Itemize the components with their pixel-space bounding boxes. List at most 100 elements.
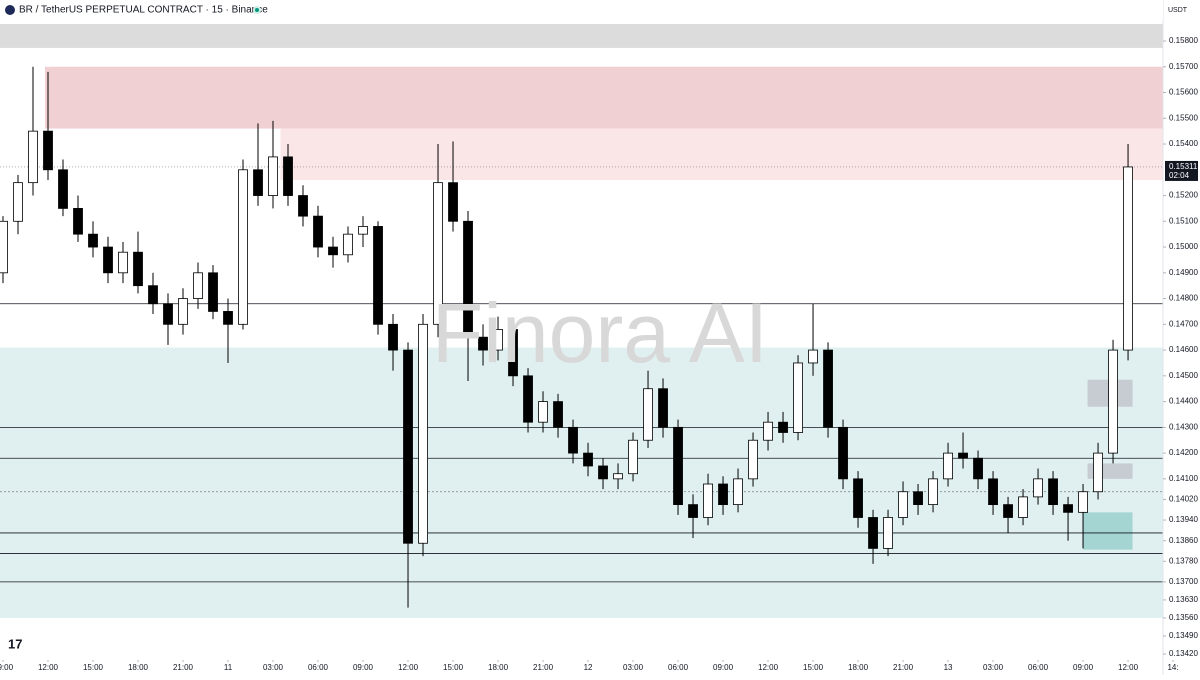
y-tick-label: 0.15500 [1169, 113, 1198, 122]
x-tick-label: 03:00 [983, 663, 1004, 672]
candle-body [1003, 504, 1013, 518]
x-tick-label: 14: [1167, 663, 1178, 672]
x-tick-label: 15:00 [83, 663, 104, 672]
candle-body [373, 226, 383, 325]
x-tick-label: 15:00 [803, 663, 824, 672]
zone [0, 24, 1163, 48]
candle-body [1123, 166, 1133, 351]
y-tick-label: 0.13780 [1169, 556, 1198, 565]
zone [1083, 512, 1133, 550]
candle-body [658, 388, 668, 428]
candle-body [568, 426, 578, 454]
candle-body [163, 303, 173, 325]
candle-body [778, 421, 788, 433]
candle-body [313, 215, 323, 248]
candle-body [943, 452, 953, 480]
currency: USDT [1168, 7, 1188, 14]
price-axis [1163, 0, 1200, 675]
x-tick-label: 12 [584, 663, 593, 672]
candle-body [88, 233, 98, 248]
current-price-tag [1165, 160, 1198, 181]
y-tick-label: 0.15400 [1169, 139, 1198, 148]
y-tick-label: 0.15600 [1169, 88, 1198, 97]
x-tick-label: 03:00 [263, 663, 284, 672]
candle-body [598, 465, 608, 480]
candle-body [838, 426, 848, 480]
header-bar [0, 0, 1163, 20]
candle-body [13, 182, 23, 222]
candle-body [1018, 496, 1028, 518]
candle-body [133, 251, 143, 287]
candle-body [988, 478, 998, 506]
candle-body [193, 272, 203, 299]
x-tick-label: 09:00 [353, 663, 374, 672]
zone [280, 128, 1163, 181]
watermark: Finora AI [432, 286, 768, 380]
symbol-title: BR / TetherUS PERPETUAL CONTRACT · 15 · … [19, 5, 268, 16]
symbol-icon [5, 5, 15, 15]
y-tick-label: 0.15700 [1169, 62, 1198, 71]
candle-body [868, 517, 878, 549]
candle-body [388, 323, 398, 351]
candle-body [523, 375, 533, 423]
candle-body [673, 426, 683, 506]
y-tick-label: 0.14800 [1169, 294, 1198, 303]
candle-body [268, 156, 278, 196]
x-tick-label: 09:00 [713, 663, 734, 672]
y-tick-label: 0.15000 [1169, 242, 1198, 251]
candle-body [0, 220, 8, 274]
y-tick-label: 0.14900 [1169, 268, 1198, 277]
x-tick-label: 21:00 [173, 663, 194, 672]
candle-body [628, 439, 638, 475]
y-tick-label: 0.13940 [1169, 515, 1198, 524]
candle-body [328, 246, 338, 256]
candle-body [283, 156, 293, 196]
y-tick-label: 0.15200 [1169, 191, 1198, 200]
y-tick-label: 0.14600 [1169, 345, 1198, 354]
candle-body [493, 329, 503, 351]
candle-body [1063, 504, 1073, 513]
candle-body [28, 130, 38, 184]
candle-body [1078, 491, 1088, 513]
x-tick-label: 12:00 [398, 663, 419, 672]
x-tick-label: 03:00 [623, 663, 644, 672]
x-tick-label: 06:00 [1028, 663, 1049, 672]
x-tick-label: 12:00 [758, 663, 779, 672]
x-tick-label: 15:00 [443, 663, 464, 672]
x-tick-label: 21:00 [893, 663, 914, 672]
y-tick-label: 0.13700 [1169, 577, 1198, 586]
y-tick-label: 0.13420 [1169, 649, 1198, 658]
y-tick-label: 0.14500 [1169, 371, 1198, 380]
y-tick-label: 0.14200 [1169, 448, 1198, 457]
x-tick-label: 13 [944, 663, 953, 672]
y-tick-label: 0.14700 [1169, 319, 1198, 328]
y-tick-label: 0.13490 [1169, 631, 1198, 640]
candle-body [898, 491, 908, 518]
candle-body [433, 182, 443, 325]
y-tick-label: 0.13630 [1169, 595, 1198, 604]
candle-body [1033, 478, 1043, 498]
candle-body [58, 169, 68, 209]
candle-body [253, 169, 263, 196]
candle-body [478, 336, 488, 351]
candle-body [1093, 452, 1103, 493]
candle-body [973, 457, 983, 480]
x-tick-label: 12:00 [38, 663, 59, 672]
candle-body [358, 226, 368, 235]
candle-body [463, 220, 473, 338]
candle-body [613, 473, 623, 480]
y-tick-label: 0.13860 [1169, 536, 1198, 545]
candle-body [928, 478, 938, 506]
candle-body [1108, 349, 1118, 454]
candle-body [793, 362, 803, 433]
y-tick-label: 0.14300 [1169, 422, 1198, 431]
candle-body [718, 483, 728, 506]
countdown-label: 02:04 [1169, 171, 1190, 180]
candle-body [1048, 478, 1058, 506]
candle-body [418, 323, 428, 544]
candle-body [208, 272, 218, 312]
candle-body [148, 285, 158, 305]
candle-body [643, 388, 653, 441]
x-tick-label: 06:00 [668, 663, 689, 672]
